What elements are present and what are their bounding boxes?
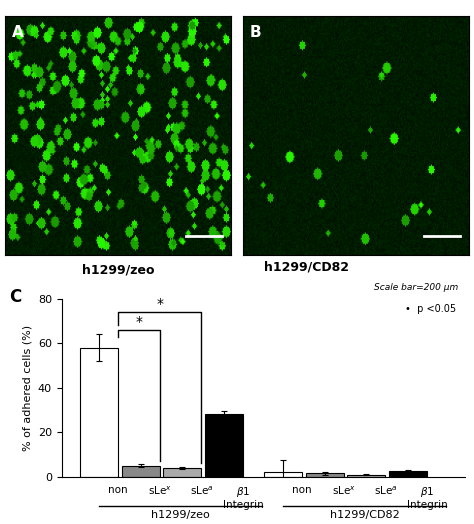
Text: *: * — [136, 315, 143, 329]
Text: non: non — [292, 485, 312, 495]
Bar — [205, 414, 243, 477]
Text: sLe$^x$: sLe$^x$ — [148, 485, 172, 497]
Text: non: non — [109, 485, 128, 495]
Text: Scale bar=200 μm: Scale bar=200 μm — [374, 282, 458, 292]
Text: h1299/CD82: h1299/CD82 — [264, 260, 348, 273]
Text: h1299/zeo: h1299/zeo — [151, 510, 210, 520]
Text: C: C — [9, 288, 21, 306]
Text: $\beta$1
Integrin: $\beta$1 Integrin — [407, 485, 447, 510]
Bar — [80, 348, 118, 477]
Text: h1299/zeo: h1299/zeo — [82, 264, 155, 277]
Text: B: B — [249, 25, 261, 40]
Text: sLe$^a$: sLe$^a$ — [190, 485, 213, 497]
Text: sLe$^x$: sLe$^x$ — [332, 485, 356, 497]
Bar — [389, 471, 427, 477]
Bar — [163, 468, 201, 477]
Text: •  p <0.05: • p <0.05 — [405, 304, 456, 314]
Text: $\beta$1
Integrin: $\beta$1 Integrin — [223, 485, 264, 510]
Bar — [264, 473, 302, 477]
Bar — [122, 466, 160, 477]
Y-axis label: % of adhered cells (%): % of adhered cells (%) — [22, 325, 32, 451]
Text: sLe$^a$: sLe$^a$ — [374, 485, 397, 497]
Bar — [347, 475, 385, 477]
Text: h1299/CD82: h1299/CD82 — [330, 510, 400, 520]
Text: A: A — [11, 25, 23, 40]
Text: *: * — [156, 298, 163, 311]
Bar — [306, 474, 344, 477]
